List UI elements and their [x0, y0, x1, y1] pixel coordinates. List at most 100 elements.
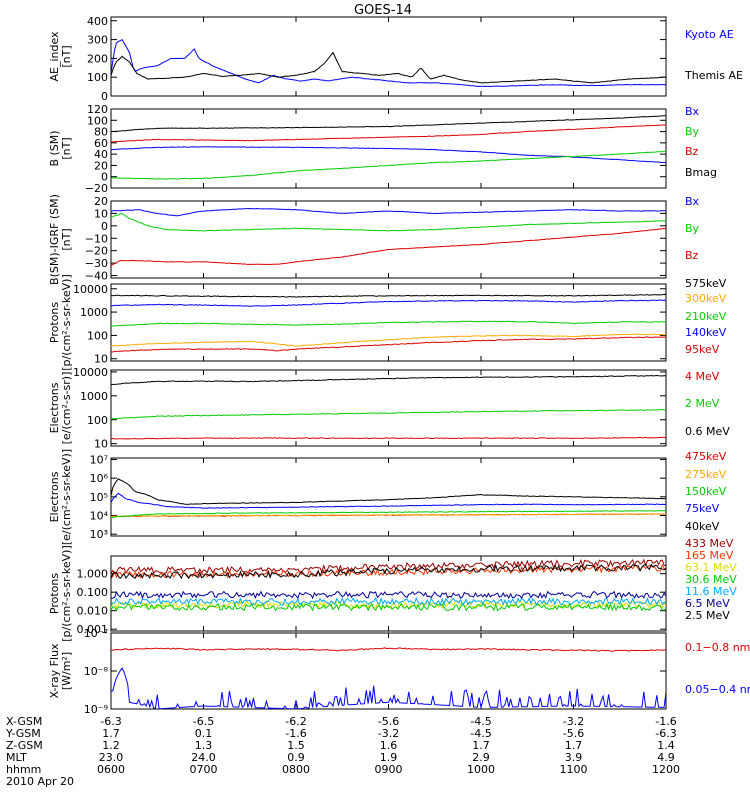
y-axis-label: X-ray Flux[W/m²]	[48, 643, 73, 699]
legend-label: 433 MeV	[685, 537, 734, 550]
panel-ae: 400 300 200 100 0 AE_index[nT] Kyoto AE Themis …	[48, 15, 743, 103]
series-line-bsm-2	[111, 124, 666, 143]
ephemeris-value: 2.9	[472, 751, 490, 764]
ephemeris-value: -3.2	[563, 715, 584, 728]
y-tick-label: 0	[101, 90, 108, 103]
y-tick-label: 10	[94, 207, 108, 220]
y-tick-label: 100	[87, 71, 108, 84]
y-tick-label: 10000	[73, 283, 108, 296]
y-axis-label: B (SM)[nT]	[48, 130, 73, 166]
legend-label: 40keV	[685, 520, 720, 533]
series-line-bsm-3	[111, 115, 666, 133]
ephemeris-value: -6.5	[193, 715, 214, 728]
series-line-protons-3	[111, 299, 666, 307]
ephemeris-value: 0700	[190, 763, 218, 776]
series-line-xray-0	[111, 647, 666, 652]
panel-mageds: 10⁷ 10⁶ 10⁵ 10⁴ 10³ Electrons[e/(cm²-s-sr-keV…	[48, 449, 727, 545]
y-tick-label: 80	[94, 126, 108, 139]
legend-label: 75keV	[685, 502, 720, 515]
series-line-ae-0	[111, 39, 666, 88]
y-axis-label: AE_index[nT]	[48, 31, 73, 82]
legend-label: 2 MeV	[685, 397, 720, 410]
legend-label: 11.6 MeV	[685, 585, 737, 598]
y-tick-label: −30	[85, 257, 108, 270]
ephemeris-value: 1.3	[195, 739, 213, 752]
legend-label: 30.6 MeV	[685, 573, 737, 586]
date-label: 2010 Apr 20	[6, 775, 74, 788]
ephemeris-value: 0600	[97, 763, 125, 776]
legend-label: Bz	[685, 145, 699, 158]
series-line-protons-2	[111, 320, 666, 327]
y-tick-label: −20	[85, 245, 108, 258]
y-tick-label: 10³	[90, 528, 108, 541]
series-line-protons-4	[111, 336, 666, 353]
ephemeris-row-label: hhmm	[6, 763, 41, 776]
legend-label: 95keV	[685, 343, 720, 356]
legend-label: Kyoto AE	[685, 28, 734, 41]
y-tick-label: 100	[87, 414, 108, 427]
ephemeris-value: 1100	[560, 763, 588, 776]
y-tick-label: 200	[87, 52, 108, 65]
y-axis-label: Protons[p/(cm²-s-sr-keV)]	[48, 545, 73, 642]
ephemeris-value: -4.5	[470, 715, 491, 728]
ephemeris-value: 0900	[375, 763, 403, 776]
legend-label: By	[685, 125, 700, 138]
y-tick-label: 0.010	[77, 605, 109, 618]
legend-label: 4 MeV	[685, 370, 720, 383]
y-axis-label: B(SM)-IGRF (SM)[nT]	[48, 194, 73, 285]
legend-label: 2.5 MeV	[685, 609, 730, 622]
y-tick-label: 120	[87, 103, 108, 116]
legend-label: Bx	[685, 105, 700, 118]
y-tick-label: 0.100	[77, 586, 109, 599]
legend-label: Bz	[685, 249, 699, 262]
ephemeris-value: 1.6	[380, 739, 398, 752]
ephemeris-value: 1200	[652, 763, 680, 776]
series-line-bigrf-0	[111, 207, 666, 217]
legend-label: Themis AE	[684, 69, 743, 82]
legend-label: 275keV	[685, 468, 727, 481]
y-tick-label: 10⁶	[90, 472, 109, 485]
ephemeris-value: 1.2	[102, 739, 120, 752]
legend-label: Bx	[685, 195, 700, 208]
y-tick-label: 100	[87, 114, 108, 127]
ephemeris-value: -1.6	[655, 715, 676, 728]
legend-label: 475keV	[685, 450, 727, 463]
y-tick-label: −40	[85, 270, 108, 283]
ephemeris-value: 1000	[467, 763, 495, 776]
series-line-bigrf-2	[111, 227, 666, 267]
series-line-protons2-1	[111, 563, 666, 579]
y-tick-label: 20	[94, 159, 108, 172]
series-line-protons2-3	[111, 602, 666, 612]
panel-electrons: 10000 1000 100 10 Electrons[e/(cm²-s-sr)] 4 M…	[48, 366, 730, 451]
y-tick-label: 10⁷	[90, 453, 108, 466]
ephemeris-value: 24.0	[191, 751, 216, 764]
y-tick-label: 0	[101, 220, 108, 233]
y-tick-label: 40	[94, 148, 108, 161]
y-axis-label: Protons[p/(cm²-s-sr-keV)]	[48, 274, 73, 371]
y-tick-label: 10⁻⁷	[84, 627, 108, 640]
y-tick-label: 1000	[80, 306, 108, 319]
ephemeris-value: 4.9	[657, 751, 675, 764]
ephemeris-value: 1.5	[287, 739, 305, 752]
series-line-protons2-2	[111, 600, 666, 610]
legend-label: 0.1−0.8 nm	[685, 641, 750, 654]
legend-label: 0.6 MeV	[685, 425, 730, 438]
series-line-electrons-2	[111, 374, 666, 386]
series-line-protons2-0	[111, 558, 666, 575]
ephemeris-value: -5.6	[378, 715, 399, 728]
y-tick-label: 10⁻⁹	[84, 703, 108, 716]
series-line-protons-1	[111, 333, 666, 347]
y-tick-label: 10000	[73, 366, 108, 379]
series-line-protons2-6	[111, 563, 666, 580]
y-tick-label: 10⁻⁸	[84, 665, 109, 678]
legend-label: Bmag	[685, 166, 717, 179]
panel-frame	[110, 16, 667, 97]
series-line-xray-1	[111, 666, 666, 709]
y-tick-label: 10	[94, 353, 108, 366]
ephemeris-value: 1.7	[102, 727, 120, 740]
y-tick-label: −20	[85, 182, 108, 195]
y-tick-label: 300	[87, 34, 108, 47]
legend-label: 165 MeV	[685, 549, 734, 562]
ephemeris-row-label: Y-GSM	[5, 727, 41, 740]
ephemeris-value: 3.9	[565, 751, 583, 764]
